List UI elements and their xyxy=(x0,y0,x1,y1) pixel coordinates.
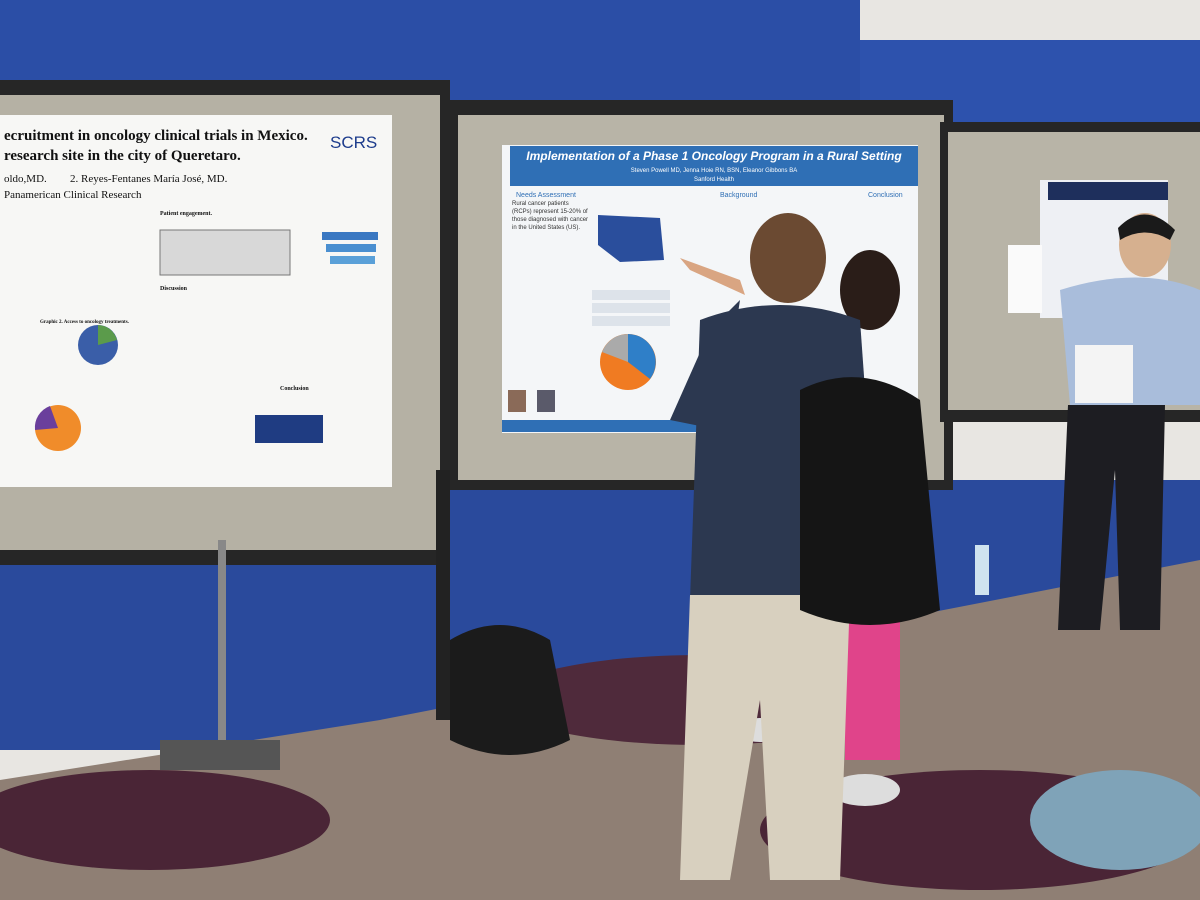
stand-pole xyxy=(436,470,450,720)
person-hair xyxy=(840,250,900,330)
affiliation: Panamerican Clinical Research xyxy=(4,189,142,201)
graphic-label: Graphic 2. Access to oncology treatments… xyxy=(40,320,130,325)
table xyxy=(159,229,291,276)
carpet-pattern xyxy=(1030,770,1200,870)
poster-title: Implementation of a Phase 1 Oncology Pro… xyxy=(526,149,902,163)
stand-pole xyxy=(218,540,226,740)
stand-base xyxy=(160,740,280,770)
section-heading: Background xyxy=(720,192,757,199)
person-head xyxy=(750,213,826,303)
author: oldo,MD. xyxy=(4,173,47,185)
contact-box xyxy=(255,415,323,443)
photo xyxy=(508,390,526,412)
photo xyxy=(537,390,555,412)
pie-slice xyxy=(602,334,628,362)
person-pants xyxy=(680,595,850,880)
authors: Steven Powell MD, Jenna Hoie RN, BSN, El… xyxy=(631,168,797,174)
carpet-pattern xyxy=(0,770,330,870)
pie-slice xyxy=(34,406,58,430)
body-text: Rural cancer patients (RCPs) represent 1… xyxy=(512,201,589,231)
paper xyxy=(1075,345,1133,403)
stat-box xyxy=(592,316,670,326)
handout xyxy=(1008,245,1042,313)
logo: SCRS xyxy=(330,133,377,152)
graphic-bar xyxy=(322,232,378,240)
pie-slice xyxy=(628,334,656,379)
body-text-box: Rural cancer patients (RCPs) represent 1… xyxy=(512,201,589,231)
pie-slice xyxy=(98,325,117,345)
backpack xyxy=(800,377,940,625)
section-heading: Conclusion xyxy=(280,386,309,392)
section-heading: Needs Assessment xyxy=(516,192,576,199)
poster-header xyxy=(1048,182,1168,200)
graphic-bar xyxy=(330,256,375,264)
water-bottle xyxy=(975,545,989,595)
section-heading: Discussion xyxy=(160,286,188,292)
person-arm xyxy=(680,258,745,295)
section-heading: Conclusion xyxy=(868,192,903,199)
person-pants xyxy=(1058,405,1165,630)
poster-title: research site in the city of Queretaro. xyxy=(4,148,241,164)
section-heading: Patient engagement. xyxy=(160,211,212,217)
stat-box xyxy=(592,303,670,313)
person-hair xyxy=(1118,214,1175,240)
stat-box xyxy=(592,290,670,300)
map xyxy=(598,215,664,262)
backpack xyxy=(450,625,570,755)
person-pants xyxy=(845,610,900,760)
affiliation: Sanford Health xyxy=(694,177,734,183)
poster-title: ecruitment in oncology clinical trials i… xyxy=(4,128,308,144)
author: 2. Reyes-Fentanes María José, MD. xyxy=(70,173,228,185)
graphic-bar xyxy=(326,244,376,252)
poster-header xyxy=(510,146,918,186)
shoe xyxy=(830,774,900,806)
person-arm xyxy=(670,300,740,430)
